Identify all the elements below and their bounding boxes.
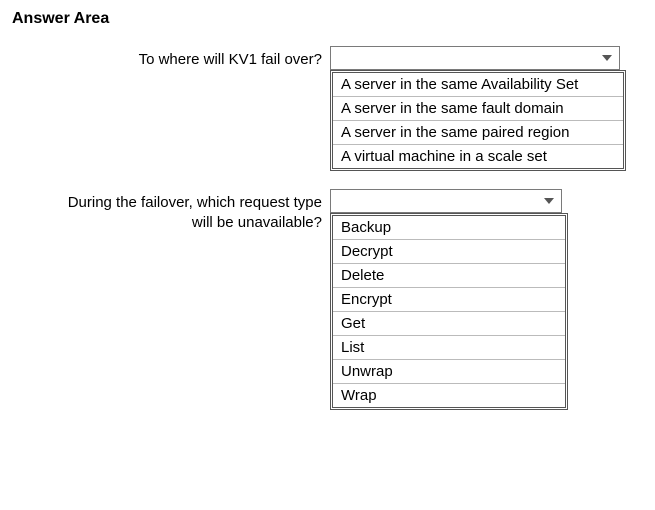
question-label-1: To where will KV1 fail over? [50,46,330,70]
answer-block-2: Backup Decrypt Delete Encrypt Get List U… [330,189,568,410]
option-item[interactable]: Decrypt [333,239,565,263]
option-item[interactable]: A server in the same fault domain [333,96,623,120]
dropdown-select-1[interactable] [330,46,620,70]
option-list-2: Backup Decrypt Delete Encrypt Get List U… [330,213,568,410]
option-item[interactable]: Encrypt [333,287,565,311]
dropdown-select-2[interactable] [330,189,562,213]
chevron-down-icon [543,196,555,206]
option-item[interactable]: Wrap [333,383,565,407]
chevron-down-icon [601,53,613,63]
option-item[interactable]: A server in the same paired region [333,120,623,144]
option-item[interactable]: Get [333,311,565,335]
option-item[interactable]: Delete [333,263,565,287]
question-row-1: To where will KV1 fail over? A server in… [50,46,645,171]
question-row-2: During the failover, which request type … [50,189,645,410]
option-list-1: A server in the same Availability Set A … [330,70,626,171]
option-item[interactable]: List [333,335,565,359]
option-item[interactable]: A server in the same Availability Set [333,73,623,96]
option-item[interactable]: Backup [333,216,565,239]
option-item[interactable]: Unwrap [333,359,565,383]
option-item[interactable]: A virtual machine in a scale set [333,144,623,168]
answer-block-1: A server in the same Availability Set A … [330,46,626,171]
question-label-2: During the failover, which request type … [50,189,330,232]
answer-area-title: Answer Area [12,10,645,28]
